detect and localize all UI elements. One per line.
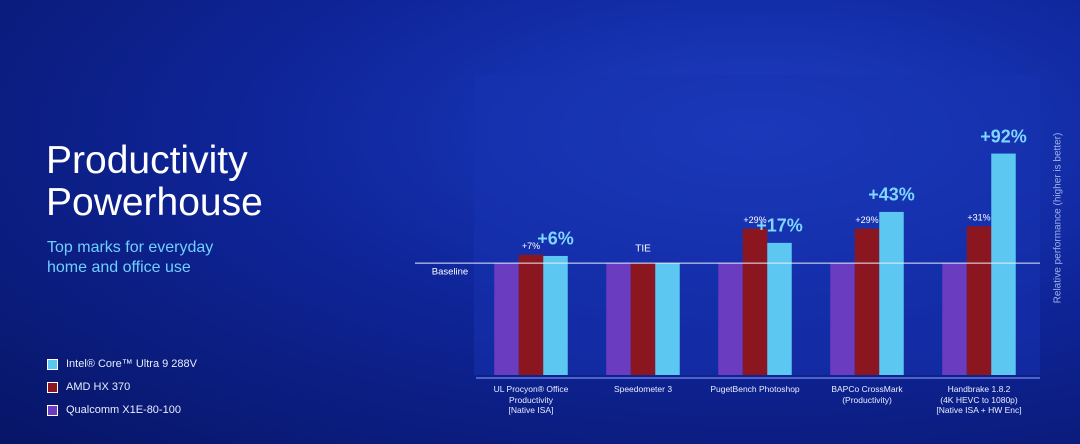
bar — [942, 263, 967, 375]
legend-item: Intel® Core™ Ultra 9 288V — [47, 358, 197, 370]
bar — [518, 254, 544, 375]
x-tick-label: UL Procyon® Office Productivity [Native … — [493, 384, 569, 415]
subtitle: Top marks for everyday home and office u… — [47, 239, 214, 276]
bar — [630, 263, 656, 375]
value-label: +29% — [743, 215, 766, 225]
value-label: +7% — [522, 241, 540, 251]
bar — [606, 263, 631, 375]
bar — [655, 263, 680, 375]
legend-swatch — [47, 404, 58, 416]
x-tick-label: BAPCo CrossMark (Productivity) — [831, 384, 903, 405]
legend-label: Qualcomm X1E-80-100 — [66, 404, 181, 416]
legend-label: AMD HX 370 — [66, 381, 131, 393]
bar — [742, 228, 768, 375]
bar — [991, 153, 1016, 375]
x-tick-label: Handbrake 1.8.2 (4K HEVC to 1080p) [Nati… — [936, 384, 1022, 415]
x-tick-label: Speedometer 3 — [613, 384, 673, 394]
tie-label: TIE — [635, 244, 651, 255]
legend-item: AMD HX 370 — [47, 381, 130, 393]
bar — [494, 263, 519, 375]
x-tick-label: PugetBench Photoshop — [710, 384, 800, 394]
title: Productivity Powerhouse — [46, 139, 263, 224]
y-axis-label: Relative performance (higher is better) — [1053, 133, 1064, 304]
value-label: +31% — [967, 213, 990, 223]
bar — [767, 242, 792, 375]
legend-item: Qualcomm X1E-80-100 — [47, 404, 181, 416]
value-label: +6% — [537, 229, 574, 249]
bar — [854, 228, 880, 375]
bar — [543, 255, 568, 375]
value-label: +17% — [756, 216, 803, 236]
value-label: +43% — [868, 185, 915, 205]
bar — [830, 263, 855, 375]
legend-swatch — [47, 358, 58, 370]
value-label: +29% — [855, 215, 878, 225]
bar — [879, 211, 904, 375]
bar — [718, 263, 743, 375]
legend-label: Intel® Core™ Ultra 9 288V — [66, 358, 197, 370]
bar — [966, 226, 992, 375]
value-label: +92% — [980, 126, 1027, 146]
baseline-label: Baseline — [432, 267, 468, 278]
legend-swatch — [47, 381, 58, 393]
